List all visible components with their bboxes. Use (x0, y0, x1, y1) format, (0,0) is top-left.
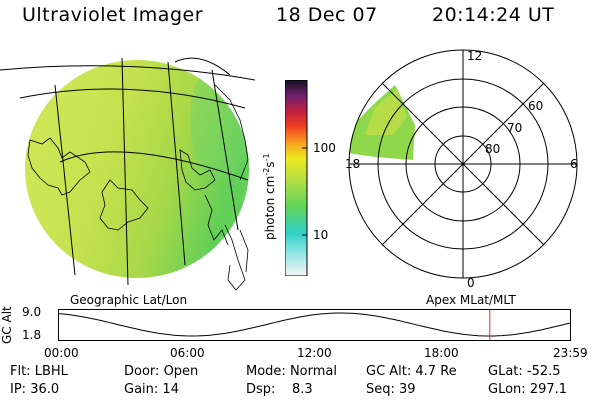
colorbar-unit-label: photon cm-2s-1 (262, 153, 277, 240)
dsp-value: 8.3 (291, 382, 313, 397)
seq-value: 39 (399, 382, 416, 397)
dsp-label: Dsp: (246, 382, 276, 397)
time-tick-1800: 18:00 (424, 346, 459, 360)
time-tick-1200: 12:00 (297, 346, 332, 360)
gain-value: 14 (162, 382, 179, 397)
glat-label: GLat: (488, 364, 523, 379)
flt-value: LBHL (34, 364, 68, 379)
info-gain: Gain: 14 (124, 382, 179, 397)
info-seq: Seq: 39 (366, 382, 416, 397)
time-label: 20:14:24 UT (432, 4, 555, 26)
glon-value: 297.1 (529, 382, 568, 397)
alt-tick-1-8: 1.8 (22, 328, 42, 342)
earth-image-panel (0, 57, 256, 291)
colorbar-tick-10: 10 (313, 228, 329, 242)
gc-alt-value: 4.7 Re (415, 364, 457, 379)
instrument-title: Ultraviolet Imager (22, 4, 204, 26)
polar-plot: 12 18 6 0 60 70 80 (345, 49, 578, 290)
colorbar-unit-sup2: -1 (262, 153, 271, 162)
mlt-label-0: 0 (467, 276, 475, 290)
info-glon: GLon: 297.1 (488, 382, 567, 397)
mode-value: Normal (289, 364, 337, 379)
mlt-label-6: 6 (570, 157, 578, 171)
lat-label-70: 70 (507, 121, 522, 135)
colorbar-unit-text: photon cm (263, 175, 277, 240)
mlt-label-18: 18 (345, 157, 360, 171)
mode-label: Mode: (246, 364, 286, 379)
glat-value: -52.5 (526, 364, 561, 379)
gc-alt-label: GC Alt: (366, 364, 412, 379)
ip-value: 36.0 (30, 382, 60, 397)
info-flt: Flt: LBHL (10, 364, 68, 379)
colorbar-unit-sup1: -2 (262, 167, 271, 176)
lat-label-80: 80 (485, 142, 500, 156)
coastlines (27, 84, 249, 291)
gc-alt-axis-label: GC Alt (0, 306, 14, 344)
lat-lon-grid (0, 57, 256, 286)
ip-label: IP: (10, 382, 27, 397)
flt-label: Flt: (10, 364, 31, 379)
colorbar-tick-100: 100 (313, 141, 336, 155)
colorbar-unit-s: s (263, 161, 277, 168)
glon-label: GLon: (488, 382, 526, 397)
time-tick-2359: 23:59 (553, 346, 588, 360)
polar-diag-2 (381, 82, 545, 246)
date-label: 18 Dec 07 (276, 4, 378, 26)
seq-label: Seq: (366, 382, 395, 397)
info-glat: GLat: -52.5 (488, 364, 561, 379)
alt-tick-9: 9.0 (22, 305, 42, 319)
info-mode: Mode: Normal (246, 364, 337, 379)
altitude-curve (58, 312, 571, 337)
gain-label: Gain: (124, 382, 159, 397)
door-value: Open (163, 364, 199, 379)
info-gc-alt: GC Alt: 4.7 Re (366, 364, 457, 379)
info-dsp: Dsp: 8.3 (246, 382, 313, 397)
geographic-label: Geographic Lat/Lon (70, 293, 188, 307)
colorbar (285, 80, 308, 276)
time-tick-0000: 00:00 (44, 346, 79, 360)
apex-label: Apex MLat/MLT (426, 293, 516, 307)
altitude-strip-plot (58, 309, 571, 341)
door-label: Door: (124, 364, 160, 379)
info-ip: IP: 36.0 (10, 382, 59, 397)
info-door: Door: Open (124, 364, 198, 379)
lat-label-60: 60 (528, 99, 543, 113)
mlt-label-12: 12 (467, 49, 482, 63)
time-tick-0600: 06:00 (170, 346, 205, 360)
